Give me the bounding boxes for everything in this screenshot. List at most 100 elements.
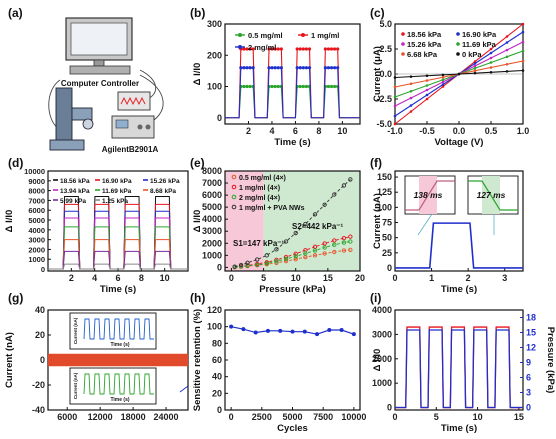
data-point [348, 239, 353, 244]
data-point [293, 251, 298, 256]
y-axis-label: Current (nA) [372, 193, 383, 249]
x-tick-label: 10 [473, 412, 483, 422]
data-point [293, 230, 298, 236]
region-high-pressure [263, 171, 360, 271]
data-point [332, 192, 337, 197]
legend-marker [238, 45, 242, 49]
legend-marker [231, 194, 237, 200]
data-point [301, 47, 305, 51]
x-tick-label: 0 [229, 412, 234, 422]
x-axis-label: Time (s) [441, 423, 477, 434]
y-tick-label: 1000 [372, 378, 392, 388]
data-point [505, 62, 509, 66]
data-point [270, 84, 274, 89]
x-tick-label: 2500 [252, 412, 272, 422]
data-point [521, 59, 525, 63]
x-axis-label: Time (s) [441, 284, 477, 295]
y-axis-label: Δ I/I0 [4, 210, 15, 233]
legend-marker [401, 32, 405, 36]
x-tick-label: 12000 [88, 412, 113, 422]
data-point [302, 329, 307, 334]
y-tick-label: 6000 [202, 190, 222, 200]
data-point [489, 70, 493, 74]
data-point [473, 64, 477, 68]
data-point [290, 329, 295, 334]
data-point [303, 251, 308, 256]
data-point [505, 48, 509, 52]
chart-h: (h) 0 2500 5000 7500 10000 0 20 40 60 80 100 120 Cycl… [190, 291, 366, 434]
y-tick-label: -40 [32, 405, 45, 415]
y-tick-label: 1000 [28, 255, 45, 264]
data-point [327, 328, 332, 332]
data-point [393, 85, 397, 89]
legend-entry: 1 mg/ml (4×) [239, 185, 280, 192]
y-tick-label: 0 [217, 262, 222, 272]
panel-label-a: (a) [8, 6, 23, 20]
y-tick-label: 3000 [28, 236, 45, 245]
press-arm [71, 107, 93, 121]
data-point [276, 84, 280, 89]
data-point [312, 253, 318, 258]
panel-label: (h) [190, 291, 205, 305]
data-point [505, 41, 509, 44]
plot-frame [394, 170, 524, 272]
data-point [425, 84, 429, 87]
data-point [245, 47, 249, 51]
panel-label: (d) [8, 156, 23, 170]
x-tick-label: 5 [261, 273, 266, 283]
data-point [332, 242, 337, 247]
data-point [521, 40, 525, 44]
data-point [393, 104, 397, 108]
y-axis-label: Δ I/I0 [372, 349, 383, 372]
y-tick-label: 6000 [28, 206, 45, 215]
chart-d: (d) 2 4 6 8 10 0100020003000400050006000700080… [4, 156, 189, 295]
legend-entry: 15.26 kPa [407, 40, 442, 49]
data-point [248, 47, 252, 51]
y-tick-label: 5000 [28, 216, 45, 225]
chart-e: (e) 0 5 10 15 20 0 1000 2000 3000 4000 5000 6000 7000… [190, 156, 365, 295]
legend-entry: 16.90 kPa [102, 178, 132, 185]
inset-trace [83, 373, 154, 395]
data-point [425, 74, 429, 78]
fit-line-0 [234, 249, 351, 268]
pressure-line [395, 329, 523, 409]
slope-annotation: S1=147 kPa⁻¹ [233, 239, 284, 248]
y-tick-label: 100 [207, 82, 222, 92]
data-point [283, 256, 289, 262]
x-tick-label: 20 [355, 273, 365, 283]
data-point [229, 324, 234, 329]
y-right-axis-label: Pressure (kPa) [545, 327, 556, 394]
x-tick-label: 10000 [341, 412, 366, 422]
x-tick-label: 8 [139, 273, 144, 283]
y-tick-label: 120 [207, 305, 222, 315]
data-point [348, 247, 353, 253]
legend-entry: 0.5 mg/ml (4×) [239, 175, 286, 182]
meter-knob [137, 124, 143, 130]
data-point [441, 85, 445, 88]
panel-label: (e) [190, 156, 205, 170]
x-tick-label: 10 [337, 126, 347, 136]
x-tick-label: 15 [514, 412, 524, 422]
panel-label: (f) [370, 156, 382, 170]
y-tick-label: 9000 [28, 177, 45, 186]
legend-entry: 16.90 kPa [462, 30, 497, 39]
data-point [473, 71, 477, 75]
plot-frame [224, 23, 361, 125]
x-axis-label: Pressure (kPa) [259, 284, 326, 295]
computer-controller-label: Computer Controller [61, 79, 139, 88]
data-point [521, 22, 525, 26]
data-point [351, 332, 356, 337]
keyboard-icon [69, 65, 131, 75]
x-tick-label: 15 [323, 273, 333, 283]
data-point [304, 66, 309, 70]
inset-pointer [417, 213, 433, 236]
x-axis-label: Cycles [277, 423, 308, 434]
x-tick-label: 3 [502, 273, 507, 283]
y-tick-label: 40 [35, 305, 45, 315]
y-tick-label: 25 [382, 248, 392, 258]
data-point [336, 66, 340, 70]
data-point [312, 212, 318, 217]
waveform-icon [120, 96, 146, 106]
legend-entry: 2 mg/ml (4×) [239, 195, 280, 202]
